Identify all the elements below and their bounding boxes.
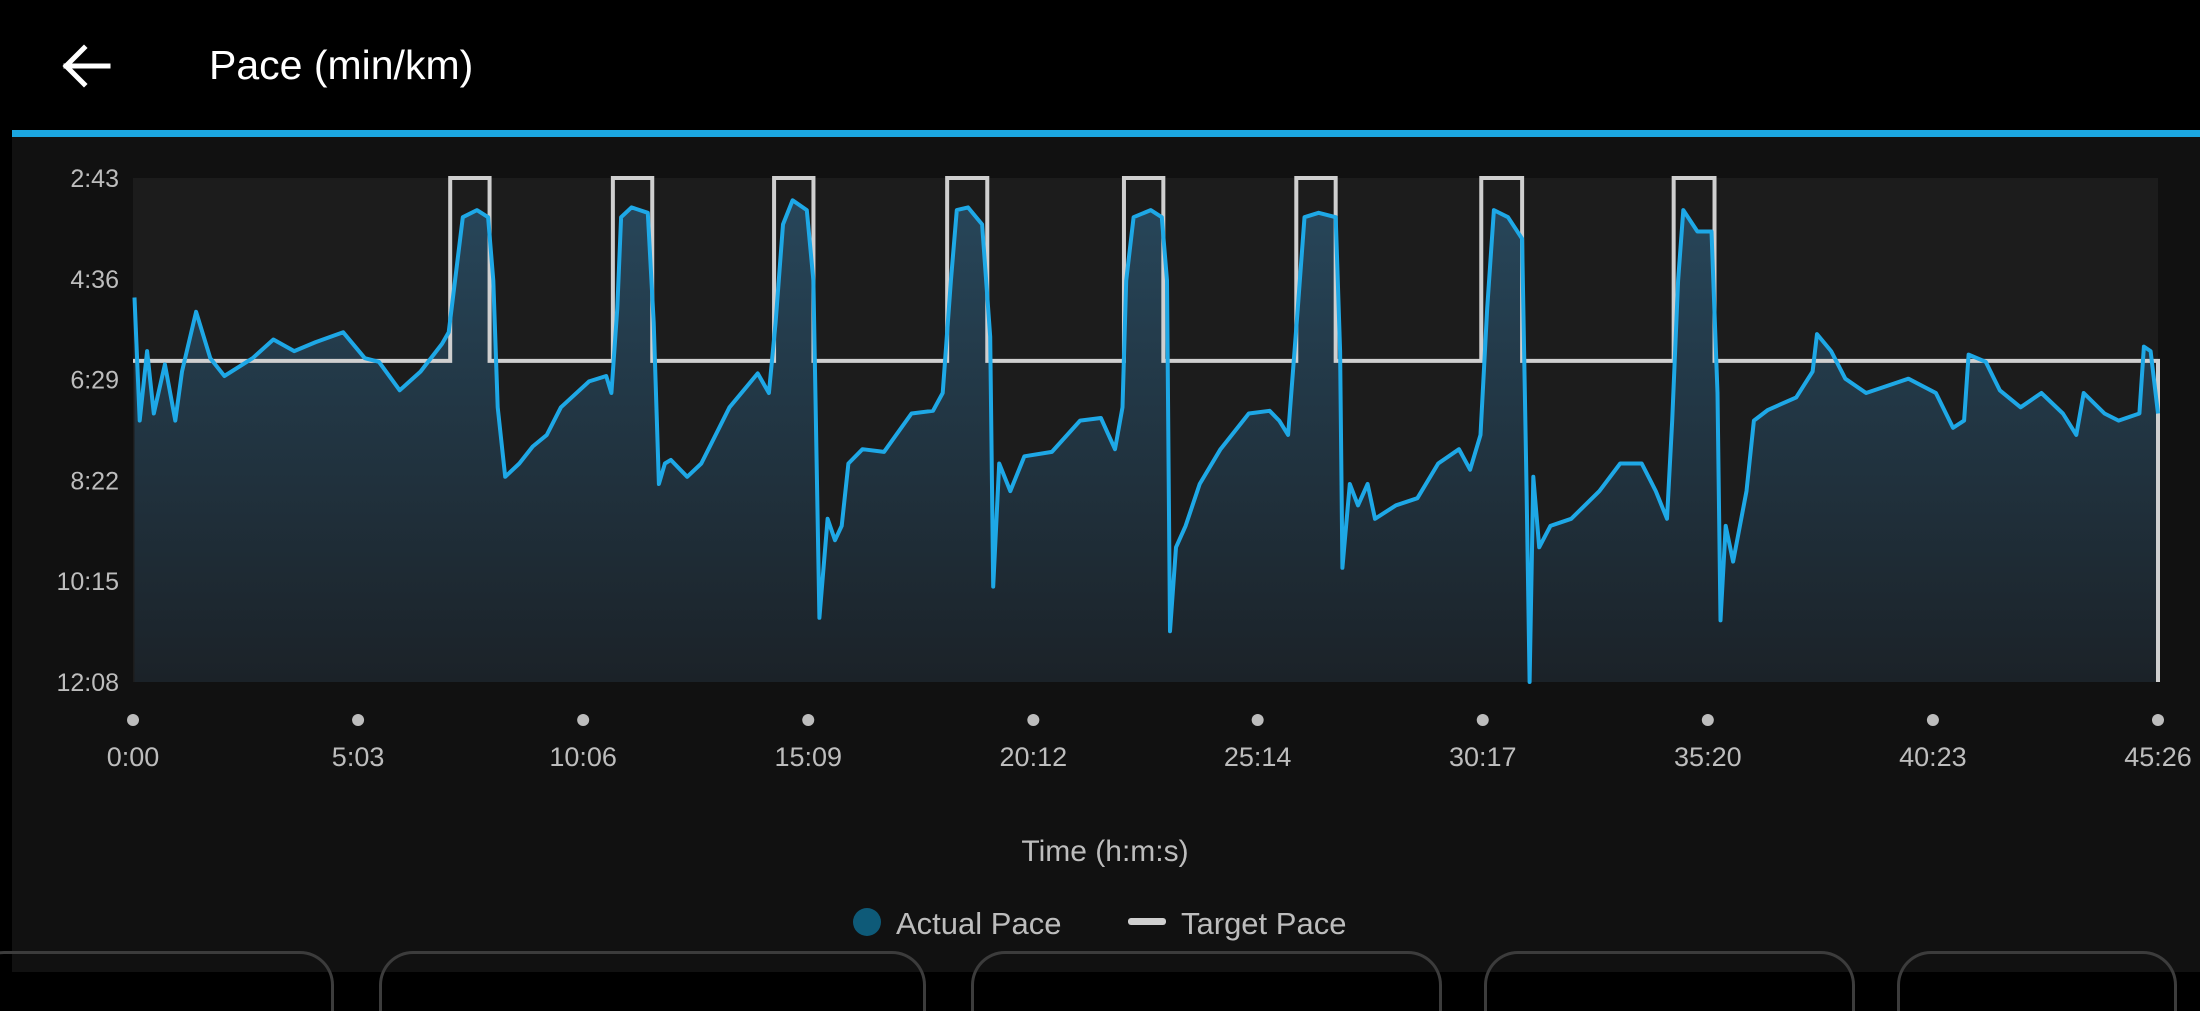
x-tick-label: 40:23 [1899, 742, 1967, 772]
accent-bar [12, 130, 2200, 137]
actual-pace-area [134, 200, 2158, 683]
y-tick-label: 4:36 [70, 266, 119, 294]
legend-actual-label: Actual Pace [896, 906, 1061, 941]
y-tick-label: 6:29 [70, 367, 119, 395]
x-tick-dot [802, 714, 815, 726]
tab-pill-5[interactable] [1897, 951, 2177, 1011]
x-tick-label: 25:14 [1224, 742, 1292, 772]
legend-actual-marker [853, 908, 881, 936]
y-tick-label: 8:22 [70, 467, 119, 495]
y-tick-label: 12:08 [56, 669, 119, 697]
legend-target-label: Target Pace [1181, 906, 1346, 941]
x-tick-label: 35:20 [1674, 742, 1742, 772]
tab-pill-4[interactable] [1484, 951, 1855, 1011]
x-tick-label: 5:03 [332, 742, 385, 772]
y-tick-label: 10:15 [56, 568, 119, 596]
x-axis-title: Time (h:m:s) [1021, 835, 1188, 868]
page-title: Pace (min/km) [209, 42, 474, 88]
legend-target-marker [1128, 918, 1166, 925]
x-tick-label: 10:06 [549, 742, 617, 772]
tab-pill-1[interactable] [0, 951, 334, 1011]
x-tick-dot [352, 714, 365, 726]
tab-pill-3[interactable] [971, 951, 1442, 1011]
pace-chart: 2:43 4:36 6:29 8:22 10:15 12:08 0:00 5:03 10:06… [56, 165, 2192, 941]
x-tick-dot [577, 714, 590, 726]
app-header: Pace (min/km) [0, 0, 2200, 130]
x-tick-label: 45:26 [2124, 742, 2192, 772]
x-tick-label: 30:17 [1449, 742, 1517, 772]
x-tick-label: 0:00 [107, 742, 160, 772]
arrow-left-icon [62, 44, 111, 88]
y-tick-label: 2:43 [70, 165, 119, 193]
x-tick-dot [1926, 714, 1939, 726]
tab-pill-2[interactable] [379, 951, 926, 1011]
x-tick-dot [1251, 714, 1264, 726]
x-tick-dot [1701, 714, 1714, 726]
legend: Actual Pace Target Pace [853, 906, 1346, 941]
x-tick-dot [2152, 714, 2164, 726]
x-tick-label: 20:12 [1000, 742, 1068, 772]
x-tick-dot [1476, 714, 1489, 726]
actual-pace-line [132, 198, 2160, 684]
x-tick-label: 15:09 [774, 742, 842, 772]
x-tick-dot [127, 714, 139, 726]
back-button[interactable] [58, 40, 114, 92]
x-tick-dot [1027, 714, 1040, 726]
